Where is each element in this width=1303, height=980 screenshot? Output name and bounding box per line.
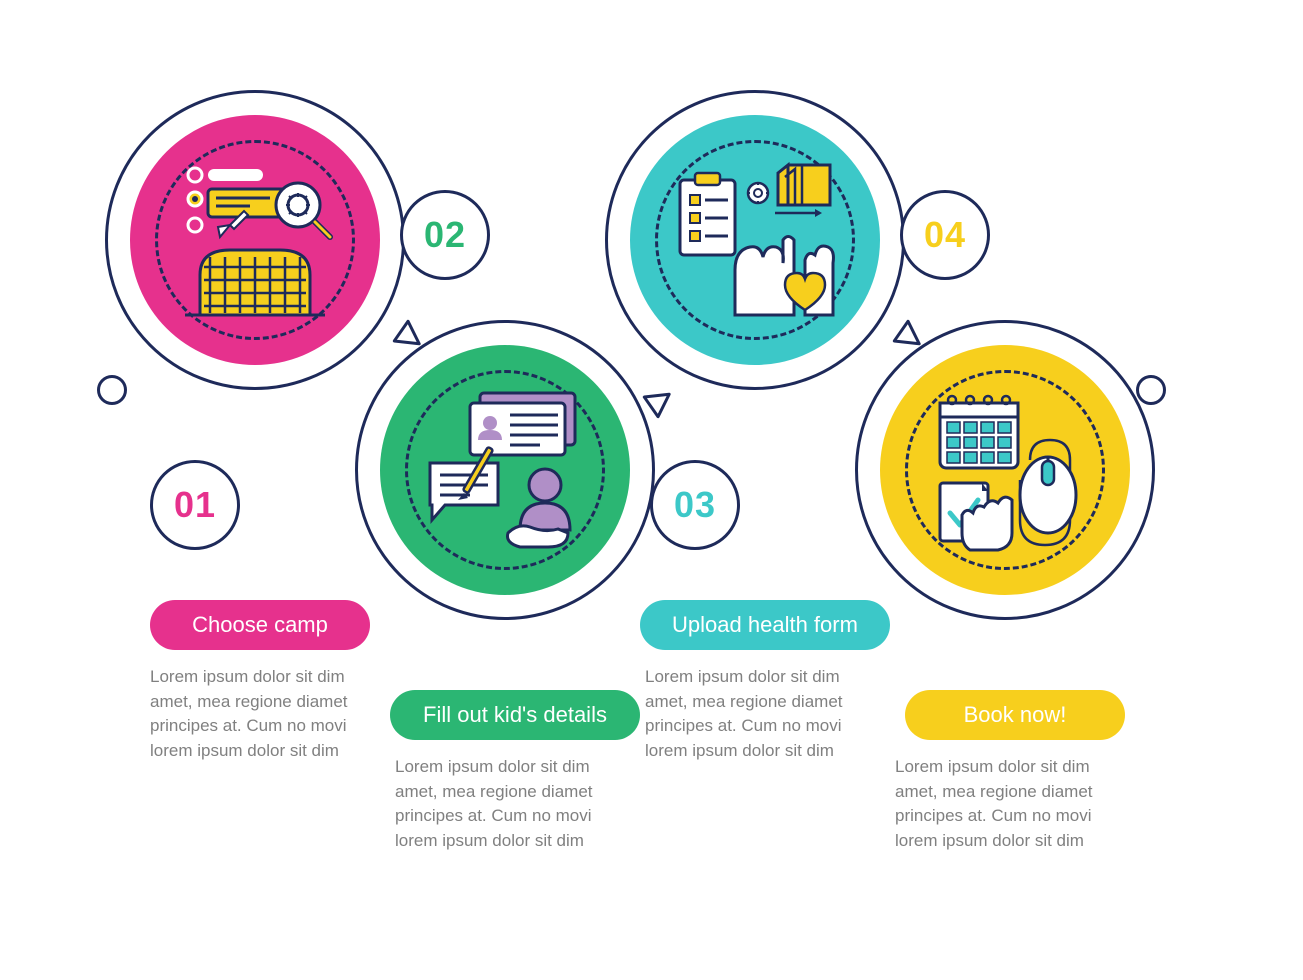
connector-dot	[1136, 375, 1166, 405]
step-title-pill: Fill out kid's details	[390, 690, 640, 740]
step-number-badge: 01	[150, 460, 240, 550]
step-description: Lorem ipsum dolor sit dim amet, mea regi…	[895, 755, 1135, 854]
step-description: Lorem ipsum dolor sit dim amet, mea regi…	[150, 665, 390, 764]
step-number-badge: 02	[400, 190, 490, 280]
book-calendar-icon	[920, 385, 1090, 555]
search-list-icon	[170, 155, 340, 325]
profile-form-icon	[420, 385, 590, 555]
health-form-icon	[670, 155, 840, 325]
step-title-pill: Upload health form	[640, 600, 890, 650]
step-description: Lorem ipsum dolor sit dim amet, mea regi…	[645, 665, 885, 764]
connector-arrow	[647, 386, 675, 414]
connector-dot	[97, 375, 127, 405]
step-title-pill: Book now!	[905, 690, 1125, 740]
step-title-pill: Choose camp	[150, 600, 370, 650]
step-description: Lorem ipsum dolor sit dim amet, mea regi…	[395, 755, 635, 854]
infographic-stage: 01 Choose camp Lorem ipsum dolor sit dim a…	[0, 0, 1303, 980]
step-number-badge: 04	[900, 190, 990, 280]
step-number-badge: 03	[650, 460, 740, 550]
